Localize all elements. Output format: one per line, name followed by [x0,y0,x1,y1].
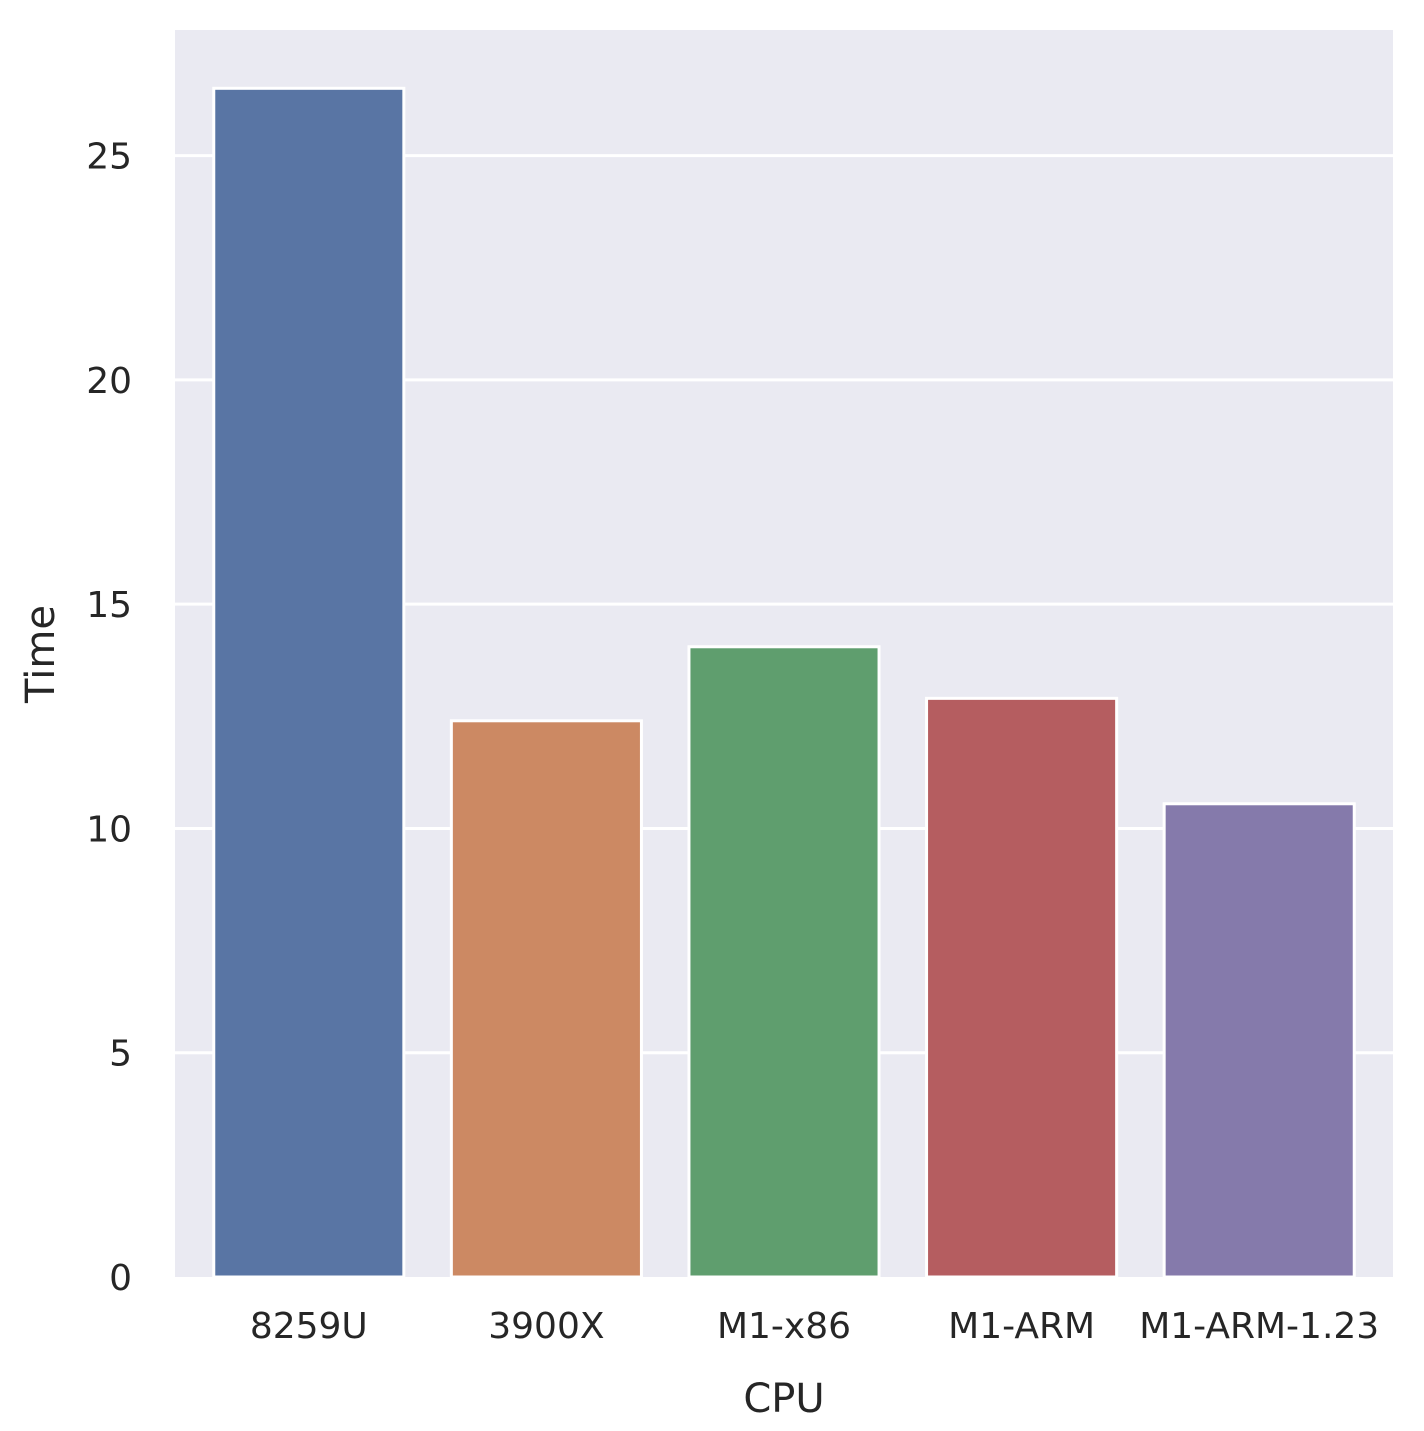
y-axis-title: Time [18,605,64,704]
bar-m1-x86 [687,645,881,1279]
y-tick-label: 5 [109,1034,132,1075]
y-tick-labels: 0 5 10 15 20 25 [86,137,132,1299]
bar-3900x [449,719,643,1279]
x-tick-label: M1-ARM-1.23 [1139,1306,1379,1347]
bar-8259u [212,86,406,1279]
x-tick-label: M1-x86 [717,1306,851,1347]
x-tick-labels: 8259U 3900X M1-x86 M1-ARM M1-ARM-1.23 [250,1306,1379,1347]
x-tick-label: M1-ARM [948,1306,1095,1347]
y-tick-label: 15 [86,585,132,626]
y-tick-label: 25 [86,137,132,178]
bar-m1-arm [925,696,1119,1279]
x-axis-title: CPU [743,1376,824,1422]
y-tick-label: 0 [109,1258,132,1299]
y-tick-label: 10 [86,809,132,850]
y-tick-label: 20 [86,361,132,402]
bar-m1-arm-1.23 [1162,802,1356,1279]
x-tick-label: 8259U [250,1306,368,1347]
x-tick-label: 3900X [488,1306,604,1347]
bars [212,86,1356,1279]
